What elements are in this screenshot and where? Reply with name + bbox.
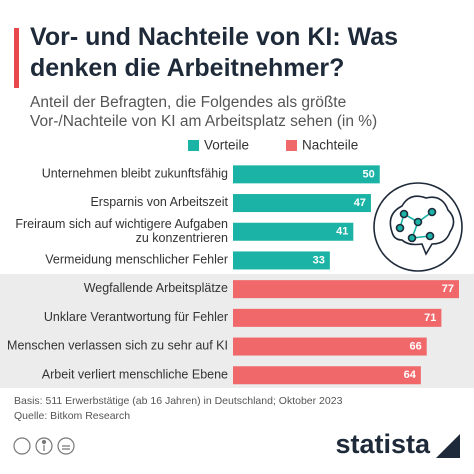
category-label: Unklare Verantwortung für Fehler xyxy=(44,310,228,324)
value-label: 77 xyxy=(442,283,454,295)
value-label: 41 xyxy=(336,226,348,238)
category-label: Wegfallende Arbeitsplätze xyxy=(84,281,228,295)
category-label: Unternehmen bleibt zukunftsfähig xyxy=(42,167,228,181)
brand-logo: statista xyxy=(335,429,431,459)
legend-label: Vorteile xyxy=(204,138,249,153)
license-icons xyxy=(13,437,75,455)
bar xyxy=(233,222,354,241)
accent-bar xyxy=(14,28,19,88)
value-label: 33 xyxy=(313,254,325,266)
bar xyxy=(233,165,380,184)
bar xyxy=(233,194,371,213)
chart-subtitle: Anteil der Befragten, die Folgendes als … xyxy=(30,94,378,130)
category-label: Menschen verlassen sich zu sehr auf KI xyxy=(7,339,228,353)
category-label: Ersparnis von Arbeitszeit xyxy=(90,195,228,209)
brand-mark xyxy=(436,434,460,458)
value-label: 47 xyxy=(354,197,366,209)
bar xyxy=(233,251,330,270)
bar xyxy=(233,337,427,356)
chart-title: Vor- und Nachteile von KI: Was denken di… xyxy=(30,23,399,82)
category-label: Vermeidung menschlicher Fehler xyxy=(45,253,228,267)
category-label: Freiraum sich auf wichtigere Aufgaben zu … xyxy=(15,217,228,245)
category-label: Arbeit verliert menschliche Ebene xyxy=(42,368,228,382)
bar xyxy=(233,308,442,327)
value-label: 50 xyxy=(363,168,375,180)
value-label: 66 xyxy=(409,340,421,352)
footnote: Basis: 511 Erwerbstätige (ab 16 Jahren) … xyxy=(14,395,343,407)
bar xyxy=(233,280,459,299)
source: Quelle: Bitkom Research xyxy=(14,410,130,422)
legend-swatch xyxy=(188,140,199,151)
value-label: 64 xyxy=(404,369,417,381)
value-label: 71 xyxy=(424,312,436,324)
bar xyxy=(233,366,421,385)
legend-swatch xyxy=(286,140,297,151)
legend-label: Nachteile xyxy=(302,138,358,153)
brain-icon xyxy=(373,182,463,272)
